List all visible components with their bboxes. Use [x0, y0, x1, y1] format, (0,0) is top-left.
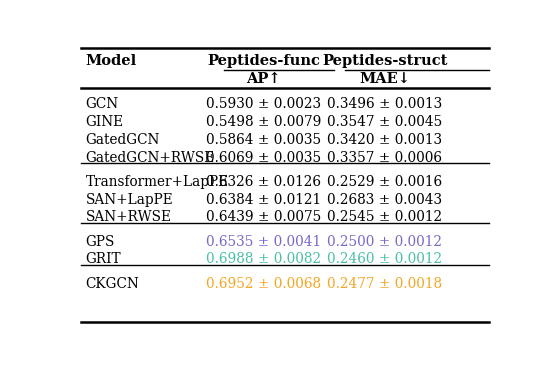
Text: 0.2460 ± 0.0012: 0.2460 ± 0.0012 [327, 253, 442, 266]
Text: 0.6326 ± 0.0126: 0.6326 ± 0.0126 [207, 175, 321, 188]
Text: 0.6535 ± 0.0041: 0.6535 ± 0.0041 [206, 235, 322, 249]
Text: 0.6384 ± 0.0121: 0.6384 ± 0.0121 [206, 193, 322, 206]
Text: GPS: GPS [85, 235, 115, 249]
Text: 0.2529 ± 0.0016: 0.2529 ± 0.0016 [327, 175, 442, 188]
Text: 0.6988 ± 0.0082: 0.6988 ± 0.0082 [206, 253, 322, 266]
Text: SAN+LapPE: SAN+LapPE [85, 193, 173, 206]
Text: 0.2477 ± 0.0018: 0.2477 ± 0.0018 [327, 277, 442, 291]
Text: AP↑: AP↑ [247, 72, 281, 86]
Text: 0.6952 ± 0.0068: 0.6952 ± 0.0068 [206, 277, 322, 291]
Text: 0.5864 ± 0.0035: 0.5864 ± 0.0035 [206, 132, 322, 147]
Text: 0.3496 ± 0.0013: 0.3496 ± 0.0013 [327, 97, 443, 111]
Text: 0.2683 ± 0.0043: 0.2683 ± 0.0043 [327, 193, 442, 206]
Text: 0.3547 ± 0.0045: 0.3547 ± 0.0045 [327, 115, 443, 129]
Text: 0.2545 ± 0.0012: 0.2545 ± 0.0012 [327, 210, 442, 224]
Text: GatedGCN+RWSE: GatedGCN+RWSE [85, 150, 215, 165]
Text: 0.3420 ± 0.0013: 0.3420 ± 0.0013 [327, 132, 442, 147]
Text: Transformer+LapPE: Transformer+LapPE [85, 175, 229, 188]
Text: CKGCN: CKGCN [85, 277, 139, 291]
Text: 0.6069 ± 0.0035: 0.6069 ± 0.0035 [206, 150, 322, 165]
Text: 0.3357 ± 0.0006: 0.3357 ± 0.0006 [327, 150, 442, 165]
Text: SAN+RWSE: SAN+RWSE [85, 210, 172, 224]
Text: GCN: GCN [85, 97, 118, 111]
Text: Peptides-struct: Peptides-struct [322, 54, 448, 68]
Text: MAE↓: MAE↓ [359, 72, 410, 86]
Text: 0.5498 ± 0.0079: 0.5498 ± 0.0079 [206, 115, 322, 129]
Text: Peptides-func: Peptides-func [208, 54, 320, 68]
Text: GatedGCN: GatedGCN [85, 132, 160, 147]
Text: Model: Model [85, 54, 137, 68]
Text: 0.5930 ± 0.0023: 0.5930 ± 0.0023 [206, 97, 322, 111]
Text: GINE: GINE [85, 115, 124, 129]
Text: 0.2500 ± 0.0012: 0.2500 ± 0.0012 [327, 235, 442, 249]
Text: 0.6439 ± 0.0075: 0.6439 ± 0.0075 [206, 210, 322, 224]
Text: GRIT: GRIT [85, 253, 121, 266]
